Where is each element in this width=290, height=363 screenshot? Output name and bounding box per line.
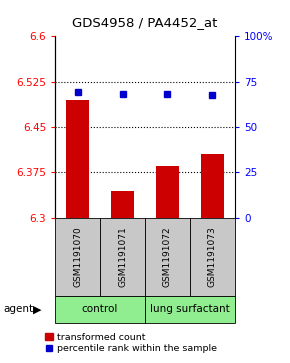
- Bar: [100, 218, 145, 296]
- Bar: [145, 218, 190, 296]
- Bar: [55, 218, 100, 296]
- Text: GSM1191073: GSM1191073: [208, 227, 217, 287]
- Text: GDS4958 / PA4452_at: GDS4958 / PA4452_at: [72, 16, 218, 29]
- Bar: [66, 100, 89, 218]
- Text: ▶: ▶: [33, 305, 42, 314]
- Text: GSM1191070: GSM1191070: [73, 227, 82, 287]
- Text: GSM1191071: GSM1191071: [118, 227, 127, 287]
- Legend: transformed count, percentile rank within the sample: transformed count, percentile rank withi…: [45, 333, 217, 354]
- Bar: [190, 218, 235, 296]
- Bar: [111, 191, 134, 218]
- Bar: [145, 296, 235, 323]
- Text: lung surfactant: lung surfactant: [150, 305, 230, 314]
- Bar: [55, 296, 145, 323]
- Bar: [201, 154, 224, 218]
- Text: agent: agent: [3, 305, 33, 314]
- Bar: [156, 166, 179, 218]
- Text: GSM1191072: GSM1191072: [163, 227, 172, 287]
- Text: control: control: [82, 305, 118, 314]
